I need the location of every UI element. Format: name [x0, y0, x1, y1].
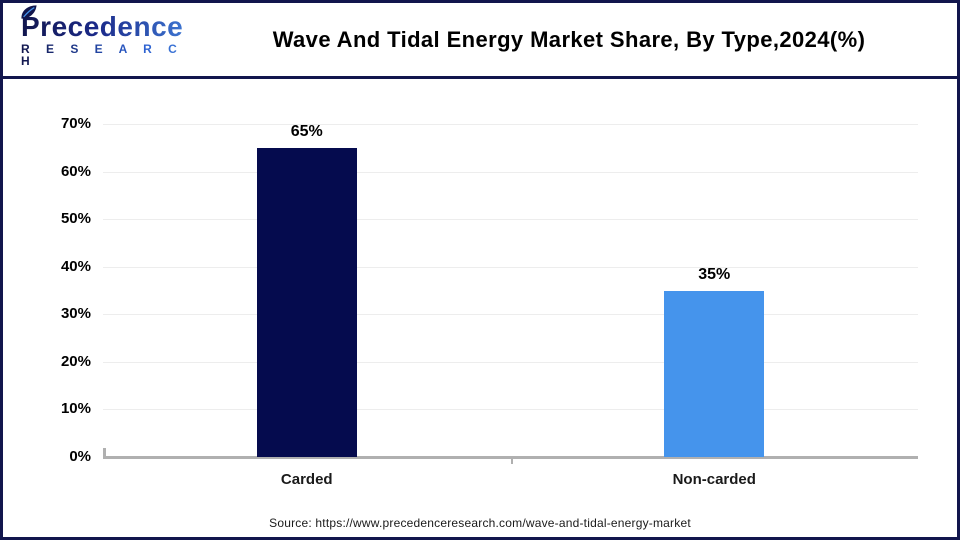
- gridline: [103, 266, 918, 268]
- gridline: [103, 361, 918, 363]
- y-tick-label: 20%: [60, 352, 91, 370]
- y-tick-label: 0%: [69, 448, 91, 465]
- chart-region: 0% 10% 20% 30% 40% 50% 60% 70% 65% 35% Carded Non…: [3, 81, 957, 511]
- y-tick-label: 50%: [60, 210, 91, 228]
- y-axis-origin-tick: [103, 448, 106, 457]
- header: Precedence R E S E A R C H Wave And Tida…: [3, 3, 957, 79]
- gridline: [103, 314, 918, 316]
- x-axis-category-tick: [510, 458, 513, 464]
- x-category-label: Non-carded: [672, 471, 756, 488]
- plot-area: 65% 35%: [103, 122, 918, 464]
- x-axis-line: [103, 456, 918, 459]
- chart-title: Wave And Tidal Energy Market Share, By T…: [272, 26, 866, 52]
- logo-subtext: R E S E A R C H: [21, 43, 191, 67]
- gridline: [103, 124, 918, 125]
- leaf-icon: [21, 4, 37, 19]
- y-tick-label: 10%: [60, 400, 91, 418]
- gridline: [103, 409, 918, 411]
- precedence-research-logo: Precedence R E S E A R C H: [21, 4, 191, 67]
- x-category-label: Carded: [280, 471, 333, 488]
- x-axis-labels: Carded Non-carded: [103, 471, 918, 495]
- gridline: [103, 171, 918, 173]
- bar-value-label: 65%: [290, 122, 323, 140]
- gridline: [103, 219, 918, 221]
- y-tick-label: 30%: [60, 305, 91, 323]
- bar-value-label: 35%: [698, 265, 731, 283]
- y-tick-label: 70%: [60, 115, 91, 132]
- y-tick-label: 60%: [60, 162, 91, 180]
- bar-carded: [256, 147, 357, 457]
- logo-wordmark: Precedence: [21, 12, 191, 41]
- y-axis-labels: 0% 10% 20% 30% 40% 50% 60% 70%: [21, 115, 91, 465]
- y-tick-label: 40%: [60, 257, 91, 275]
- source-text: Source: https://www.precedenceresearch.c…: [269, 516, 691, 530]
- bar-non-carded: [664, 290, 765, 457]
